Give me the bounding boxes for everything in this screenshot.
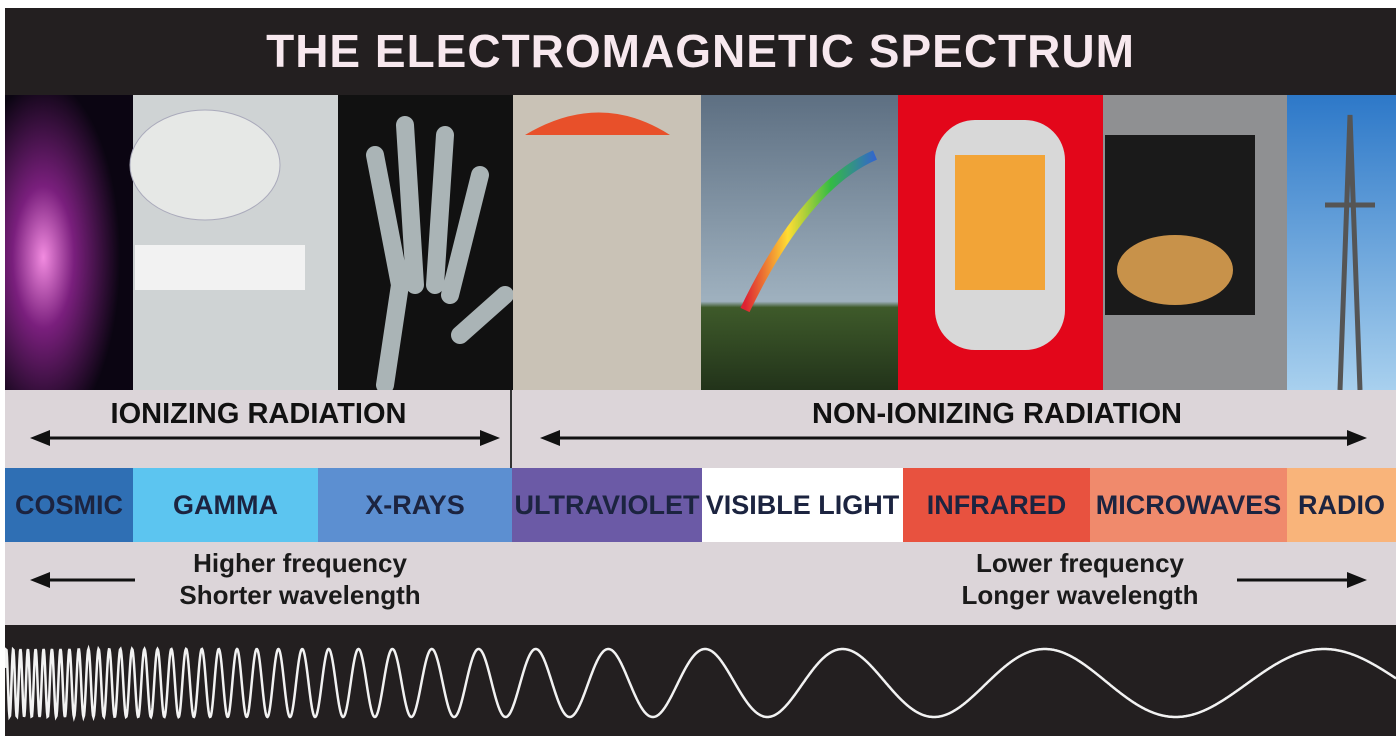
- radiation-band: IONIZING RADIATION NON-IONIZING RADIATIO…: [5, 390, 1396, 468]
- bread: [1117, 235, 1233, 305]
- frequency-band: Higher frequency Shorter wavelength Lowe…: [5, 542, 1396, 625]
- wave-panel: [5, 625, 1396, 736]
- title: THE ELECTROMAGNETIC SPECTRUM: [5, 8, 1396, 95]
- band: VISIBLE LIGHT: [702, 468, 903, 542]
- radiation-arrows: [5, 390, 1396, 468]
- arrowhead: [1347, 572, 1367, 588]
- page: THE ELECTROMAGNETIC SPECTRUM IONIZING RA…: [0, 0, 1396, 736]
- band: GAMMA: [133, 468, 318, 542]
- band: RADIO: [1287, 468, 1396, 542]
- band: COSMIC: [5, 468, 133, 542]
- band: MICROWAVES: [1090, 468, 1287, 542]
- band: ULTRAVIOLET: [512, 468, 702, 542]
- band: INFRARED: [903, 468, 1090, 542]
- xray-photo: [338, 95, 513, 390]
- band: X-RAYS: [318, 468, 512, 542]
- header: THE ELECTROMAGNETIC SPECTRUM: [5, 8, 1396, 95]
- heater-glow: [955, 155, 1045, 290]
- frequency-arrows: [5, 542, 1396, 625]
- cosmic-photo: [5, 95, 133, 390]
- machine: [130, 110, 280, 220]
- wave: [5, 649, 1396, 717]
- arrowhead: [30, 572, 50, 588]
- photo-strip: [5, 95, 1396, 390]
- band-strip: COSMIC GAMMA X-RAYS ULTRAVIOLET VISIBLE …: [5, 468, 1396, 542]
- visible-photo: [701, 95, 898, 390]
- uv-photo: [513, 95, 701, 390]
- patient: [135, 245, 305, 290]
